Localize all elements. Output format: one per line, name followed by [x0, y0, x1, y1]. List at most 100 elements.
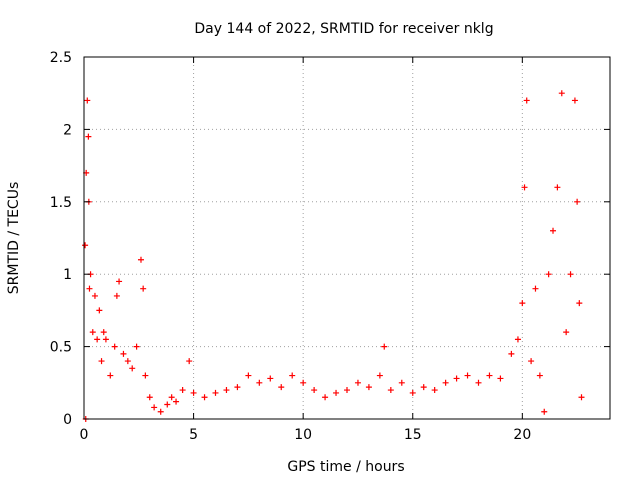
data-point — [278, 384, 285, 391]
data-point — [111, 343, 118, 350]
plot-border — [83, 56, 611, 420]
data-point — [289, 372, 296, 379]
data-point — [98, 358, 105, 365]
data-point — [486, 372, 493, 379]
data-point — [113, 292, 120, 299]
tick-labels: 0 5 10 15 20 0 0.5 1 1.5 2 2.5 — [50, 50, 532, 443]
data-point — [201, 394, 208, 401]
data-point — [381, 343, 388, 350]
data-point — [100, 329, 107, 336]
data-point — [453, 375, 460, 382]
data-point — [541, 408, 548, 415]
data-point — [519, 300, 526, 307]
data-point — [431, 387, 438, 394]
data-point — [532, 285, 539, 292]
data-point — [120, 350, 127, 357]
data-point — [521, 184, 528, 191]
data-point — [558, 90, 565, 97]
y-tick-label: 2 — [63, 122, 72, 138]
data-point — [223, 387, 230, 394]
data-point — [137, 256, 144, 263]
data-point — [107, 372, 114, 379]
data-point — [96, 307, 103, 314]
y-axis-label: SRMTID / TECUs — [6, 182, 22, 295]
data-point — [256, 379, 263, 386]
data-point — [168, 394, 175, 401]
data-point — [508, 350, 515, 357]
data-point — [82, 242, 89, 249]
data-point — [94, 336, 101, 343]
data-point — [536, 372, 543, 379]
data-point — [387, 387, 394, 394]
data-point — [311, 387, 318, 394]
x-tick-label: 15 — [404, 427, 422, 443]
data-point — [142, 372, 149, 379]
data-point — [86, 285, 93, 292]
x-tick-label: 5 — [189, 427, 198, 443]
data-point — [300, 379, 307, 386]
data-point — [571, 97, 578, 104]
data-point — [91, 292, 98, 299]
data-point — [84, 97, 91, 104]
y-tick-label: 0 — [63, 412, 72, 428]
data-point — [464, 372, 471, 379]
grid-lines — [84, 57, 610, 419]
axis-ticks — [83, 56, 610, 420]
data-point — [164, 401, 171, 408]
data-point — [245, 372, 252, 379]
data-point — [497, 375, 504, 382]
data-point — [528, 358, 535, 365]
data-point — [578, 394, 585, 401]
data-point — [267, 375, 274, 382]
data-point — [173, 398, 180, 405]
data-points — [82, 90, 585, 422]
data-point — [442, 379, 449, 386]
data-point — [190, 389, 197, 396]
x-axis-label: GPS time / hours — [287, 459, 404, 475]
data-point — [409, 389, 416, 396]
data-point — [344, 387, 350, 394]
x-tick-label: 0 — [80, 427, 89, 443]
data-point — [550, 227, 557, 234]
data-point — [212, 389, 219, 396]
data-point — [151, 404, 158, 411]
chart-title: Day 144 of 2022, SRMTID for receiver nkl… — [194, 21, 493, 37]
y-tick-label: 0.5 — [50, 340, 72, 356]
data-point — [234, 384, 241, 391]
data-point — [514, 336, 521, 343]
data-point — [102, 336, 109, 343]
data-point — [574, 198, 581, 205]
data-point — [322, 394, 329, 401]
data-point — [365, 384, 372, 391]
data-point — [85, 133, 92, 140]
data-point — [354, 379, 361, 386]
data-point — [398, 379, 405, 386]
y-tick-label: 1 — [63, 267, 72, 283]
data-point — [124, 358, 131, 365]
data-point — [376, 372, 383, 379]
data-point — [576, 300, 583, 307]
data-point — [333, 389, 340, 396]
data-point — [157, 408, 164, 415]
data-point — [567, 271, 574, 278]
data-point — [563, 329, 570, 336]
data-point — [545, 271, 552, 278]
data-point — [89, 329, 96, 336]
data-point — [116, 278, 123, 285]
data-point — [129, 365, 136, 372]
data-point — [179, 387, 186, 394]
data-point — [554, 184, 561, 191]
data-point — [475, 379, 482, 386]
y-tick-label: 2.5 — [50, 50, 72, 66]
data-point — [523, 97, 530, 104]
x-tick-label: 10 — [294, 427, 312, 443]
x-tick-label: 20 — [513, 427, 531, 443]
data-point — [133, 343, 140, 350]
data-point — [186, 358, 193, 365]
data-point — [420, 384, 427, 391]
data-point — [146, 394, 153, 401]
data-point — [140, 285, 147, 292]
y-tick-label: 1.5 — [50, 195, 72, 211]
